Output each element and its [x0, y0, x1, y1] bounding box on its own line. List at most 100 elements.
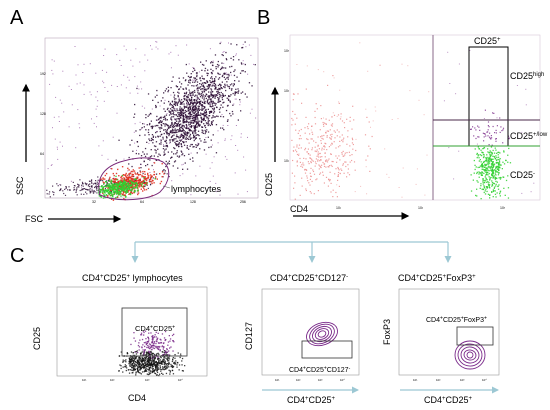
event-dot	[388, 176, 390, 178]
event-dot	[212, 96, 214, 99]
event-dot	[128, 182, 131, 184]
event-dot	[153, 371, 155, 373]
event-dot	[163, 368, 165, 371]
event-dot	[162, 368, 164, 371]
event-dot	[182, 116, 185, 118]
event-dot	[123, 174, 125, 176]
event-dot	[176, 125, 178, 127]
event-dot	[153, 362, 155, 364]
event-dot	[166, 131, 168, 134]
event-dot	[173, 138, 175, 140]
event-dot	[221, 114, 223, 115]
event-dot	[169, 338, 172, 340]
event-dot	[169, 104, 171, 106]
event-dot	[227, 78, 229, 80]
event-dot	[195, 104, 197, 106]
event-dot	[46, 193, 48, 195]
event-dot	[192, 111, 194, 113]
event-dot	[158, 361, 160, 363]
event-dot	[190, 143, 192, 146]
event-dot	[182, 77, 185, 79]
event-dot	[141, 363, 143, 365]
event-dot	[482, 152, 484, 154]
event-dot	[84, 182, 86, 184]
event-dot	[181, 107, 183, 109]
event-dot	[149, 354, 151, 357]
event-dot	[169, 142, 171, 144]
event-dot	[165, 352, 167, 354]
event-dot	[154, 364, 156, 367]
event-dot	[487, 151, 489, 153]
event-dot	[153, 182, 155, 184]
event-dot	[78, 186, 80, 188]
event-dot	[149, 122, 151, 125]
event-dot	[168, 354, 170, 356]
event-dot	[133, 366, 135, 369]
event-dot	[111, 185, 113, 187]
event-dot	[194, 132, 196, 134]
event-dot	[157, 365, 159, 367]
event-dot	[372, 120, 374, 122]
event-dot	[194, 111, 196, 113]
event-dot	[96, 189, 98, 192]
event-dot	[148, 337, 150, 340]
event-dot	[488, 184, 490, 187]
event-dot	[141, 362, 144, 365]
event-dot	[134, 103, 136, 106]
event-dot	[322, 121, 324, 124]
event-dot	[126, 177, 128, 180]
event-dot	[124, 181, 126, 184]
event-dot	[213, 80, 216, 82]
event-dot	[182, 112, 184, 114]
event-dot	[352, 148, 354, 150]
event-dot	[162, 361, 165, 363]
event-dot	[470, 128, 472, 130]
event-dot	[307, 138, 309, 141]
event-dot	[327, 130, 330, 132]
event-dot	[137, 192, 140, 194]
event-dot	[109, 176, 111, 179]
panel-b-x-tick: 10³	[500, 206, 506, 210]
event-dot	[97, 176, 99, 178]
event-dot	[153, 162, 156, 164]
event-dot	[235, 53, 237, 55]
event-dot	[153, 364, 155, 366]
event-dot	[140, 366, 142, 368]
event-dot	[104, 87, 106, 88]
event-dot	[246, 96, 248, 98]
event-dot	[485, 157, 487, 159]
event-dot	[322, 138, 324, 140]
event-dot	[217, 115, 219, 118]
event-dot	[189, 78, 191, 81]
event-dot	[203, 86, 206, 88]
event-dot	[178, 125, 181, 127]
event-dot	[226, 97, 228, 99]
event-dot	[52, 185, 54, 187]
event-dot	[218, 94, 220, 96]
event-dot	[490, 176, 492, 179]
panel-a-x-tick: 32	[92, 200, 96, 204]
event-dot	[491, 171, 494, 173]
event-dot	[147, 115, 149, 117]
event-dot	[189, 106, 191, 108]
event-dot	[494, 178, 496, 180]
event-dot	[140, 358, 142, 361]
event-dot	[101, 185, 103, 187]
event-dot	[319, 173, 321, 175]
event-dot	[162, 116, 164, 118]
event-dot	[96, 186, 98, 188]
event-dot	[193, 100, 195, 102]
event-dot	[194, 127, 196, 129]
event-dot	[216, 88, 218, 91]
event-dot	[163, 337, 166, 339]
event-dot	[219, 88, 221, 90]
event-dot	[183, 132, 185, 134]
event-dot	[133, 182, 136, 184]
event-dot	[240, 110, 242, 112]
event-dot	[153, 341, 156, 343]
event-dot	[222, 102, 224, 104]
event-dot	[179, 81, 181, 83]
event-dot	[229, 95, 231, 97]
event-dot	[159, 362, 161, 364]
event-dot	[223, 101, 225, 103]
